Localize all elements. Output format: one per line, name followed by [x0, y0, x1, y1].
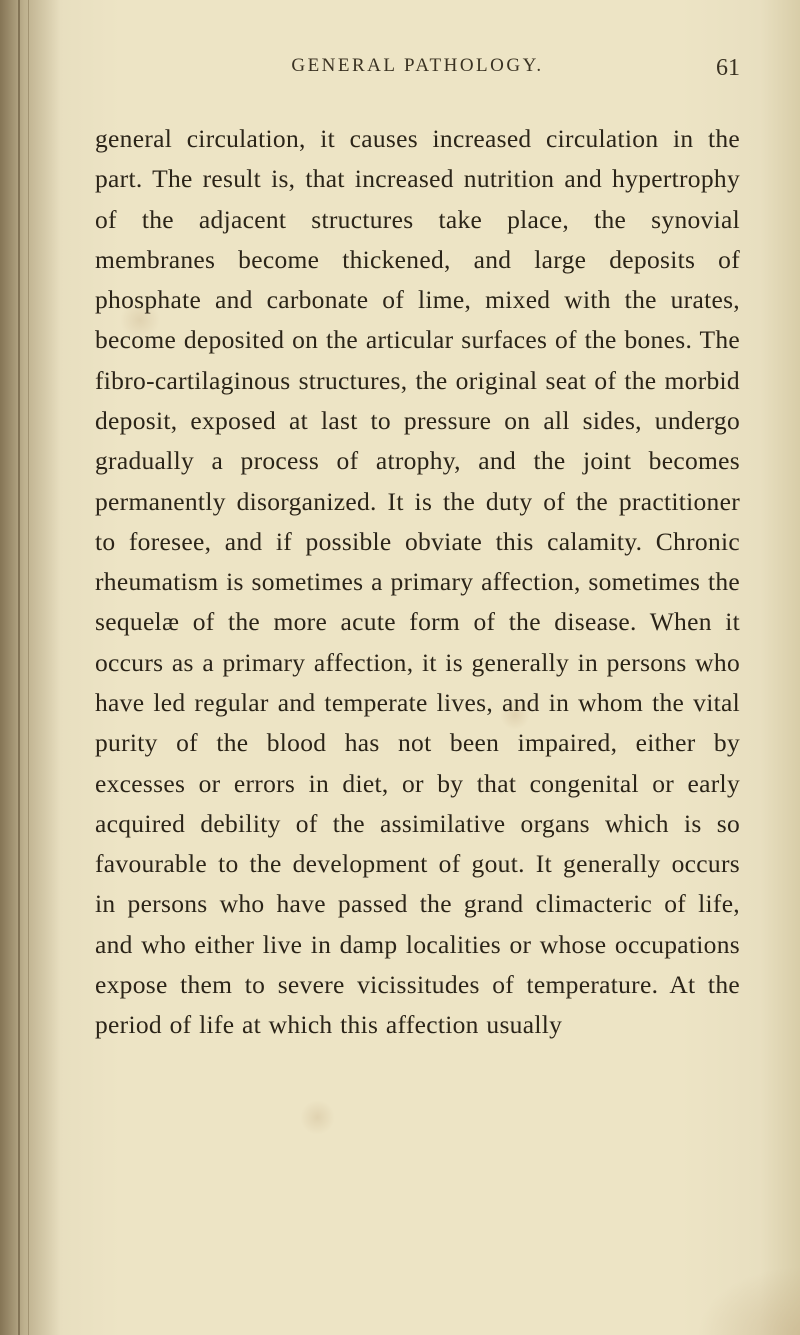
page-corner-curl [680, 1255, 800, 1335]
running-head: GENERAL PATHOLOGY. [291, 55, 543, 77]
book-spine-crease-secondary [28, 0, 29, 1335]
book-spine-crease [18, 0, 20, 1335]
page-content: GENERAL PATHOLOGY. 61 general circulatio… [95, 55, 740, 1275]
body-paragraph: general circulation, it causes increased… [95, 119, 740, 1045]
page-number: 61 [716, 55, 740, 82]
book-spine-shadow [0, 0, 60, 1335]
page-header: GENERAL PATHOLOGY. 61 [95, 55, 740, 77]
